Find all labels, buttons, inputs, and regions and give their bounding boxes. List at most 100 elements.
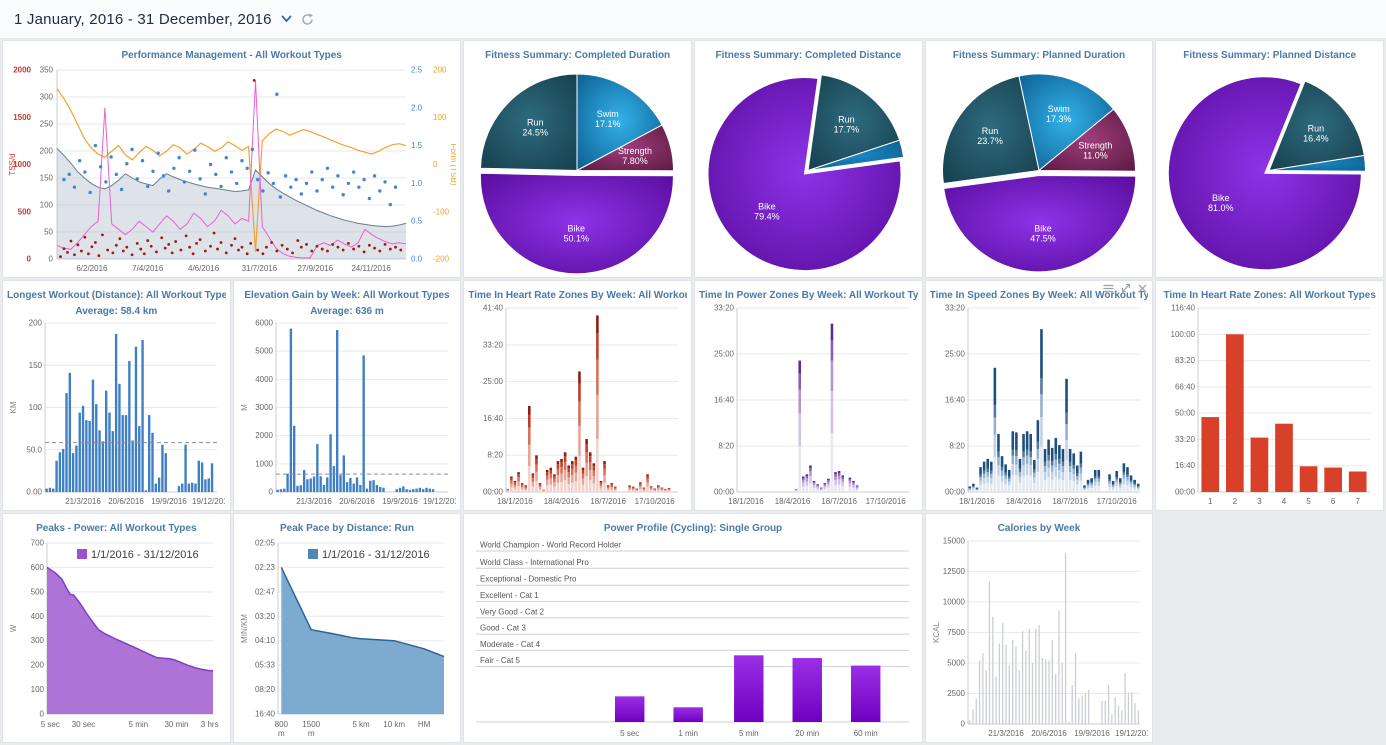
- svg-text:1500: 1500: [302, 720, 320, 729]
- svg-text:12500: 12500: [942, 567, 965, 576]
- svg-text:800: 800: [274, 720, 288, 729]
- svg-text:Run: Run: [981, 126, 998, 136]
- svg-text:0: 0: [40, 710, 45, 719]
- svg-text:6: 6: [1331, 497, 1336, 506]
- svg-text:19/9/2016: 19/9/2016: [382, 497, 418, 506]
- svg-text:25:00: 25:00: [945, 349, 966, 358]
- svg-text:33:20: 33:20: [1175, 435, 1196, 444]
- svg-text:1000: 1000: [255, 459, 273, 468]
- svg-text:2500: 2500: [947, 689, 965, 698]
- svg-text:2.5: 2.5: [411, 66, 423, 75]
- svg-text:7: 7: [1356, 497, 1361, 506]
- svg-text:79.4%: 79.4%: [754, 212, 780, 222]
- svg-text:m: m: [308, 729, 315, 738]
- peak-pace-area-chart[interactable]: 02:05 02:23 02:47 03:20 04:10 05:33 08:20 16:40…: [238, 535, 457, 740]
- svg-text:19/12/2016: 19/12/2016: [423, 497, 456, 506]
- svg-text:18/1/2016: 18/1/2016: [959, 497, 995, 506]
- svg-text:18/7/2016: 18/7/2016: [591, 497, 627, 506]
- svg-text:7/4/2016: 7/4/2016: [132, 264, 164, 273]
- power-profile-chart[interactable]: World Champion - World Record Holder Worl…: [468, 535, 917, 740]
- panel-calories: Calories by Week 0 2500 5000 7500 10000 12500…: [924, 513, 1156, 743]
- svg-text:4/6/2016: 4/6/2016: [188, 264, 220, 273]
- completed-duration-pie-chart[interactable]: Swim 17.1% Strength 7.80% Bike 50.1% Run 24.5%: [468, 62, 687, 275]
- svg-text:00:00: 00:00: [1175, 488, 1196, 497]
- svg-text:-200: -200: [433, 255, 450, 264]
- panel-title: Calories by Week: [997, 523, 1081, 534]
- svg-text:2.0: 2.0: [411, 103, 423, 112]
- svg-text:200: 200: [433, 66, 447, 75]
- svg-text:41:40: 41:40: [483, 304, 504, 313]
- svg-text:21/3/2016: 21/3/2016: [65, 497, 101, 506]
- chevron-down-icon[interactable]: [281, 15, 292, 23]
- svg-text:17.1%: 17.1%: [595, 119, 621, 129]
- svg-text:M: M: [240, 404, 249, 411]
- svg-text:KM: KM: [9, 401, 18, 413]
- svg-text:25:00: 25:00: [714, 349, 735, 358]
- elevation-gain-bar-chart[interactable]: 0 1000 2000 3000 4000 5000 6000 M 21/3/2016 20/6/…: [238, 317, 464, 508]
- planned-distance-pie-chart[interactable]: Run 16.4% Bike 81.0%: [1160, 62, 1379, 275]
- panel-title: Peaks - Power: All Workout Types: [36, 523, 197, 534]
- average-label: Average: 58.4 km: [75, 306, 158, 317]
- performance-management-chart[interactable]: 0 50 100 150 200 250 300 350 0 500 1000 1500 2000 0.0…: [7, 62, 458, 275]
- header: 1 January, 2016 - 31 December, 2016: [0, 0, 1386, 38]
- svg-text:3 hrs: 3 hrs: [201, 720, 219, 729]
- svg-text:1: 1: [1208, 497, 1213, 506]
- panel-title: Time In Heart Rate Zones: All Workout Ty…: [1163, 290, 1376, 301]
- svg-text:0: 0: [960, 720, 965, 729]
- panel-title: Performance Management - All Workout Typ…: [121, 50, 342, 61]
- svg-text:Moderate - Cat 4: Moderate - Cat 4: [480, 640, 541, 649]
- expand-icon[interactable]: [1121, 283, 1131, 293]
- svg-text:1000: 1000: [13, 160, 31, 169]
- svg-text:18/4/2016: 18/4/2016: [544, 497, 580, 506]
- svg-text:18/7/2016: 18/7/2016: [821, 497, 857, 506]
- svg-text:500: 500: [18, 207, 32, 216]
- svg-text:19/9/2016: 19/9/2016: [1074, 729, 1110, 738]
- panel-title: Time In Power Zones By Week: All Workout…: [699, 290, 918, 301]
- svg-text:04:10: 04:10: [255, 636, 276, 645]
- power-zones-by-week-chart[interactable]: 00:00 8:20 16:40 25:00 33:20 18/1/2016 18/4/20…: [699, 302, 918, 508]
- svg-text:150: 150: [40, 174, 54, 183]
- svg-text:Bike: Bike: [1212, 193, 1230, 203]
- panel-performance-management: Performance Management - All Workout Typ…: [2, 40, 462, 278]
- svg-text:16:40: 16:40: [1175, 461, 1196, 470]
- speed-zones-by-week-chart[interactable]: 00:00 8:20 16:40 25:00 33:20 18/1/2016 18/4/20…: [930, 302, 1149, 508]
- svg-text:30 min: 30 min: [164, 720, 188, 729]
- panel-title: Time In Speed Zones By Week: All Workout…: [929, 290, 1149, 301]
- svg-text:0.5: 0.5: [411, 217, 423, 226]
- svg-text:Bike: Bike: [568, 223, 586, 233]
- svg-text:MIN/KM: MIN/KM: [240, 614, 249, 643]
- refresh-icon[interactable]: [301, 13, 314, 26]
- planned-duration-pie-chart[interactable]: Swim 17.3% Strength 11.0% Bike 47.5% Run 23.7%: [930, 62, 1149, 275]
- svg-text:300: 300: [40, 93, 54, 102]
- svg-text:Excellent - Cat 1: Excellent - Cat 1: [480, 591, 539, 600]
- svg-text:31/7/2016: 31/7/2016: [242, 264, 278, 273]
- completed-distance-pie-chart[interactable]: Run 17.7% Bike 79.4%: [699, 62, 918, 275]
- svg-text:Strength: Strength: [1078, 141, 1112, 151]
- longest-workout-bar-chart[interactable]: 0.00 50.0 100 150 200 KM 21/3/2016 20/6/2016 19/…: [7, 317, 233, 508]
- date-range-selector[interactable]: 1 January, 2016 - 31 December, 2016: [14, 10, 272, 28]
- dashboard-grid: Performance Management - All Workout Typ…: [0, 38, 1386, 745]
- hr-zones-total-bar-chart[interactable]: 00:00 16:40 33:20 50:00 66:40 83:20 100:00 116:…: [1160, 302, 1379, 508]
- svg-text:2000: 2000: [13, 66, 31, 75]
- svg-text:83:20: 83:20: [1175, 356, 1196, 365]
- hr-zones-by-week-chart[interactable]: 00:00 8:20 16:40 25:00 33:20 41:40 18/1/2016 18…: [468, 302, 687, 508]
- panel-power-profile: Power Profile (Cycling): Single Group Wo…: [463, 513, 923, 743]
- svg-text:400: 400: [31, 612, 45, 621]
- svg-text:500: 500: [31, 587, 45, 596]
- svg-text:20/6/2016: 20/6/2016: [1031, 729, 1067, 738]
- panel-speed-zones-by-week: Time In Speed Zones By Week: All Workout…: [924, 280, 1154, 511]
- svg-text:200: 200: [40, 147, 54, 156]
- panel-completed-distance: Fitness Summary: Completed Distance Run 1…: [694, 40, 923, 278]
- panel-power-zones-by-week: Time In Power Zones By Week: All Workout…: [694, 280, 923, 511]
- svg-text:24/11/2016: 24/11/2016: [351, 264, 391, 273]
- close-icon[interactable]: [1138, 283, 1147, 293]
- svg-text:200: 200: [31, 661, 45, 670]
- calories-bar-chart[interactable]: 0 2500 5000 7500 10000 12500 15000 KCAL 21/3/201…: [930, 535, 1156, 740]
- peaks-power-area-chart[interactable]: 0 100 200 300 400 500 600 700 W 5 sec 30 sec 5 min 3…: [7, 535, 226, 740]
- panel-peak-pace: Peak Pace by Distance: Run 02:05 02:23 02:…: [232, 513, 462, 743]
- panel-title: Fitness Summary: Completed Distance: [715, 50, 902, 61]
- svg-text:24.5%: 24.5%: [523, 128, 549, 138]
- menu-icon[interactable]: [1103, 283, 1114, 293]
- average-label: Average: 636 m: [310, 306, 384, 317]
- svg-text:16:40: 16:40: [483, 414, 504, 423]
